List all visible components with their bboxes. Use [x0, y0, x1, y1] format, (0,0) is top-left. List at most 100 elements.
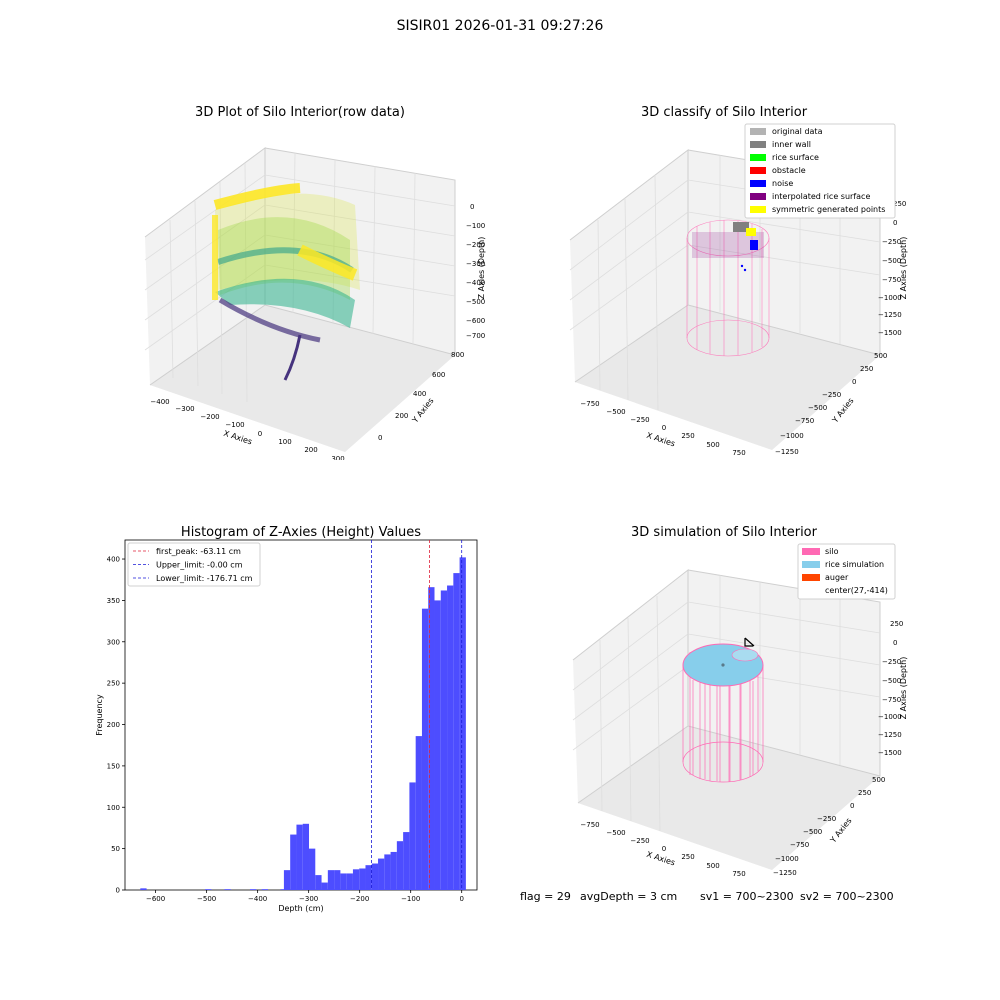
histogram-bar	[309, 848, 316, 890]
x-axis-label: Depth (cm)	[278, 904, 323, 913]
chart-title: 3D Plot of Silo Interior(row data)	[195, 105, 405, 120]
svg-text:−1250: −1250	[773, 869, 797, 877]
status-flag: flag = 29	[520, 890, 571, 903]
histogram-bar	[447, 585, 454, 890]
y-tick-label: 300	[107, 638, 120, 646]
legend-swatch	[750, 206, 766, 213]
legend-label: symmetric generated points	[772, 205, 885, 214]
histogram-bar	[403, 832, 410, 890]
histogram-bar	[352, 869, 360, 890]
svg-text:−500: −500	[882, 257, 901, 265]
legend-label: silo	[825, 547, 839, 556]
svg-text:−1500: −1500	[878, 329, 902, 337]
classify-3d-plot: 3D classify of Silo Interior −750 −500 −…	[569, 105, 908, 457]
histogram-bar	[280, 889, 287, 890]
classify-legend: original data inner wall rice surface ob…	[744, 123, 896, 219]
chart-title: 3D simulation of Silo Interior	[631, 525, 818, 540]
svg-text:0: 0	[662, 424, 666, 432]
x-tick-label: 0	[459, 895, 463, 903]
status-avg-depth: avgDepth = 3 cm	[580, 890, 678, 903]
svg-text:−250: −250	[630, 416, 649, 424]
svg-text:0: 0	[258, 430, 262, 438]
svg-text:−400: −400	[466, 279, 485, 287]
histogram-bar	[421, 608, 429, 890]
legend-label: auger	[825, 573, 849, 582]
histogram-bar	[396, 841, 404, 890]
axes-panes	[569, 148, 881, 450]
svg-text:−500: −500	[882, 677, 901, 685]
rice-simulation-surface	[682, 643, 764, 687]
svg-text:250: 250	[860, 365, 873, 373]
z-axis-label: Z Axies (Depth)	[899, 657, 908, 720]
svg-text:500: 500	[706, 862, 719, 870]
svg-text:300: 300	[331, 455, 344, 460]
y-tick-labels: 500 250 0 −250 −500 −750 −1000 −1250	[775, 352, 887, 456]
histogram-bar	[302, 823, 310, 890]
svg-text:−250: −250	[630, 837, 649, 845]
histogram-bar	[440, 590, 448, 890]
svg-text:−750: −750	[790, 841, 809, 849]
classified-points	[692, 222, 764, 272]
svg-text:250: 250	[681, 432, 694, 440]
svg-text:0: 0	[470, 203, 474, 211]
svg-text:−500: −500	[803, 828, 822, 836]
legend-label: obstacle	[772, 166, 806, 175]
z-tick-labels: 250 0 −250 −500 −750 −1000 −1250 −1500	[878, 200, 906, 337]
histogram-bar	[378, 858, 385, 890]
svg-text:−1250: −1250	[775, 448, 799, 456]
svg-text:−500: −500	[606, 408, 625, 416]
z-axis-label: Z Axies (Depth)	[899, 237, 908, 300]
auger-marker	[744, 637, 755, 647]
x-tick-labels: −750 −500 −250 0 250 500 750	[580, 400, 745, 457]
y-axis-label: Y Axies	[830, 396, 856, 425]
svg-text:−1000: −1000	[878, 713, 902, 721]
svg-text:−500: −500	[808, 404, 827, 412]
svg-text:−600: −600	[466, 317, 485, 325]
svg-text:−750: −750	[580, 400, 599, 408]
raw-data-3d-plot: 3D Plot of Silo Interior(row data) −400 …	[144, 105, 486, 460]
legend-swatch	[802, 574, 820, 581]
svg-text:−300: −300	[466, 260, 485, 268]
simulation-legend: silo rice simulation auger center(27,-41…	[797, 543, 896, 600]
svg-text:−100: −100	[225, 421, 244, 429]
histogram-bar	[434, 600, 441, 890]
z-tick-labels: 250 0 −250 −500 −750 −1000 −1250 −1500	[878, 620, 903, 757]
status-sv2: sv2 = 700~2300	[800, 890, 894, 903]
page-title: SISIR01 2026-01-31 09:27:26	[396, 18, 604, 34]
y-tick-label: 200	[107, 721, 120, 729]
x-tick-label: −100	[401, 895, 420, 903]
histogram-bar	[334, 870, 341, 890]
histogram-bar	[346, 873, 353, 890]
svg-text:−400: −400	[150, 398, 169, 406]
x-tick-labels: −750 −500 −250 0 250 500 750	[580, 821, 745, 878]
histogram-bar	[340, 873, 347, 890]
svg-text:−1000: −1000	[780, 432, 804, 440]
histogram-legend: first_peak: -63.11 cm Upper_limit: -0.00 …	[127, 542, 261, 587]
y-tick-label: 0	[116, 887, 120, 895]
x-tick-labels: −400 −300 −200 −100 0 100 200 300	[150, 398, 344, 460]
chart-title: Histogram of Z-Axies (Height) Values	[181, 525, 421, 540]
histogram-bar	[321, 882, 328, 890]
histogram-bar	[224, 889, 231, 890]
svg-text:−250: −250	[882, 238, 901, 246]
svg-text:200: 200	[304, 446, 317, 454]
y-tick-label: 50	[111, 845, 120, 853]
chart-title: 3D classify of Silo Interior	[641, 105, 808, 120]
svg-text:−200: −200	[200, 413, 219, 421]
histogram-bar	[327, 870, 335, 890]
x-tick-label: −600	[146, 895, 165, 903]
svg-text:−750: −750	[580, 821, 599, 829]
x-axis-label: X Axies	[645, 431, 676, 449]
svg-text:600: 600	[432, 371, 445, 379]
svg-text:−1250: −1250	[878, 731, 902, 739]
grid-lines	[144, 152, 456, 403]
svg-text:−100: −100	[466, 222, 485, 230]
legend-label: first_peak: -63.11 cm	[156, 547, 241, 556]
svg-text:800: 800	[451, 351, 464, 359]
histogram-bar	[283, 870, 291, 890]
svg-text:100: 100	[278, 438, 291, 446]
histogram-bar	[384, 854, 391, 890]
histogram-bar	[261, 889, 268, 890]
scatter-points-ring	[212, 183, 360, 381]
svg-text:0: 0	[893, 639, 897, 647]
